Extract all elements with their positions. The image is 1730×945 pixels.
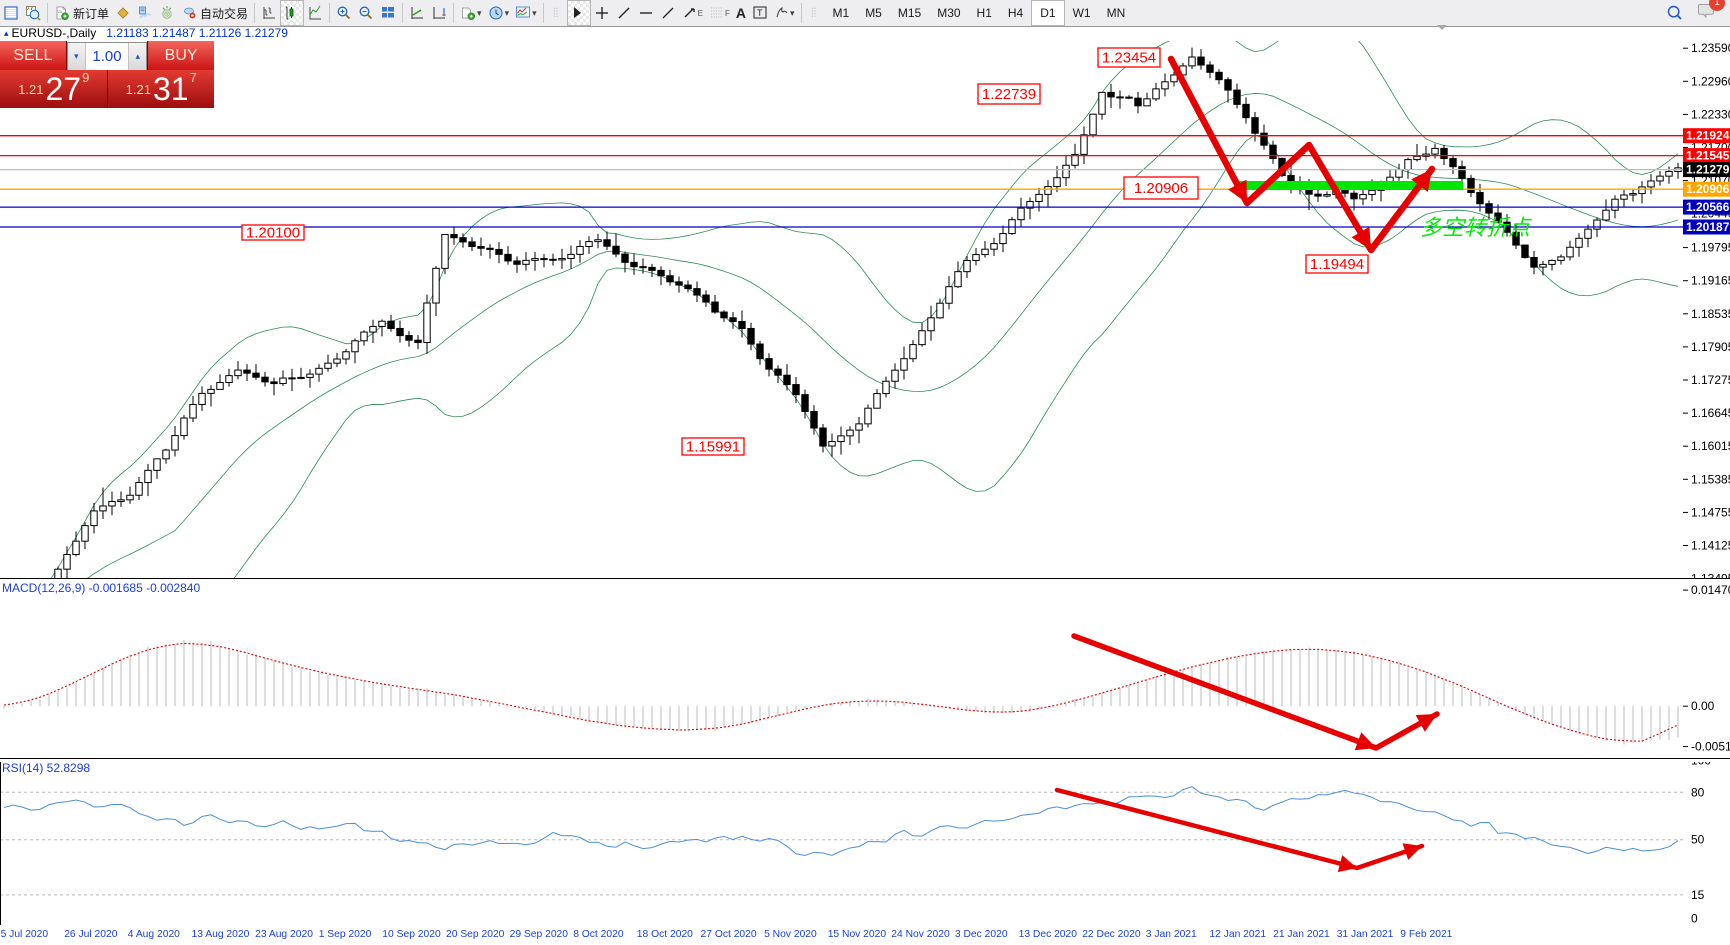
svg-text:1.16015: 1.16015 (1691, 439, 1730, 453)
svg-text:-0.005113: -0.005113 (1691, 740, 1730, 754)
svg-text:1.22330: 1.22330 (1691, 107, 1730, 121)
svg-text:100: 100 (1691, 762, 1711, 768)
svg-text:1.20906: 1.20906 (1134, 180, 1188, 197)
svg-text:0.00: 0.00 (1691, 699, 1715, 713)
svg-text:RSI(14) 52.8298: RSI(14) 52.8298 (2, 762, 90, 775)
svg-text:1.19165: 1.19165 (1691, 274, 1730, 288)
svg-text:1.23590: 1.23590 (1691, 41, 1730, 55)
svg-text:1.20100: 1.20100 (246, 225, 300, 242)
svg-text:1.20906: 1.20906 (1686, 182, 1730, 196)
svg-text:1.20187: 1.20187 (1686, 220, 1730, 234)
svg-text:0.014706: 0.014706 (1691, 583, 1730, 597)
svg-text:0: 0 (1691, 912, 1698, 925)
svg-text:T: T (757, 8, 763, 18)
svg-text:1.19795: 1.19795 (1691, 241, 1730, 255)
svg-text:1.20566: 1.20566 (1686, 200, 1730, 214)
svg-text:1.14755: 1.14755 (1691, 505, 1730, 519)
svg-text:MACD(12,26,9) -0.001685 -0.002: MACD(12,26,9) -0.001685 -0.002840 (2, 582, 200, 595)
svg-text:1.21279: 1.21279 (1686, 163, 1730, 177)
svg-text:1.18535: 1.18535 (1691, 307, 1730, 321)
svg-text:1.15991: 1.15991 (686, 439, 740, 456)
svg-text:1.14125: 1.14125 (1691, 539, 1730, 553)
svg-text:1.19494: 1.19494 (1310, 256, 1364, 273)
svg-text:1.16645: 1.16645 (1691, 406, 1730, 420)
svg-text:1.21545: 1.21545 (1686, 149, 1730, 163)
svg-text:1.22739: 1.22739 (982, 86, 1036, 103)
svg-text:1.17275: 1.17275 (1691, 373, 1730, 387)
svg-text:1.22960: 1.22960 (1691, 74, 1730, 88)
svg-text:80: 80 (1691, 785, 1705, 799)
svg-text:50: 50 (1691, 833, 1705, 847)
svg-text:1.23454: 1.23454 (1102, 50, 1156, 67)
svg-text:15: 15 (1691, 888, 1705, 902)
svg-text:多空转折点: 多空转折点 (1420, 215, 1533, 240)
svg-text:1.15385: 1.15385 (1691, 472, 1730, 486)
svg-text:1.21924: 1.21924 (1686, 129, 1730, 143)
svg-text:1.17905: 1.17905 (1691, 340, 1730, 354)
